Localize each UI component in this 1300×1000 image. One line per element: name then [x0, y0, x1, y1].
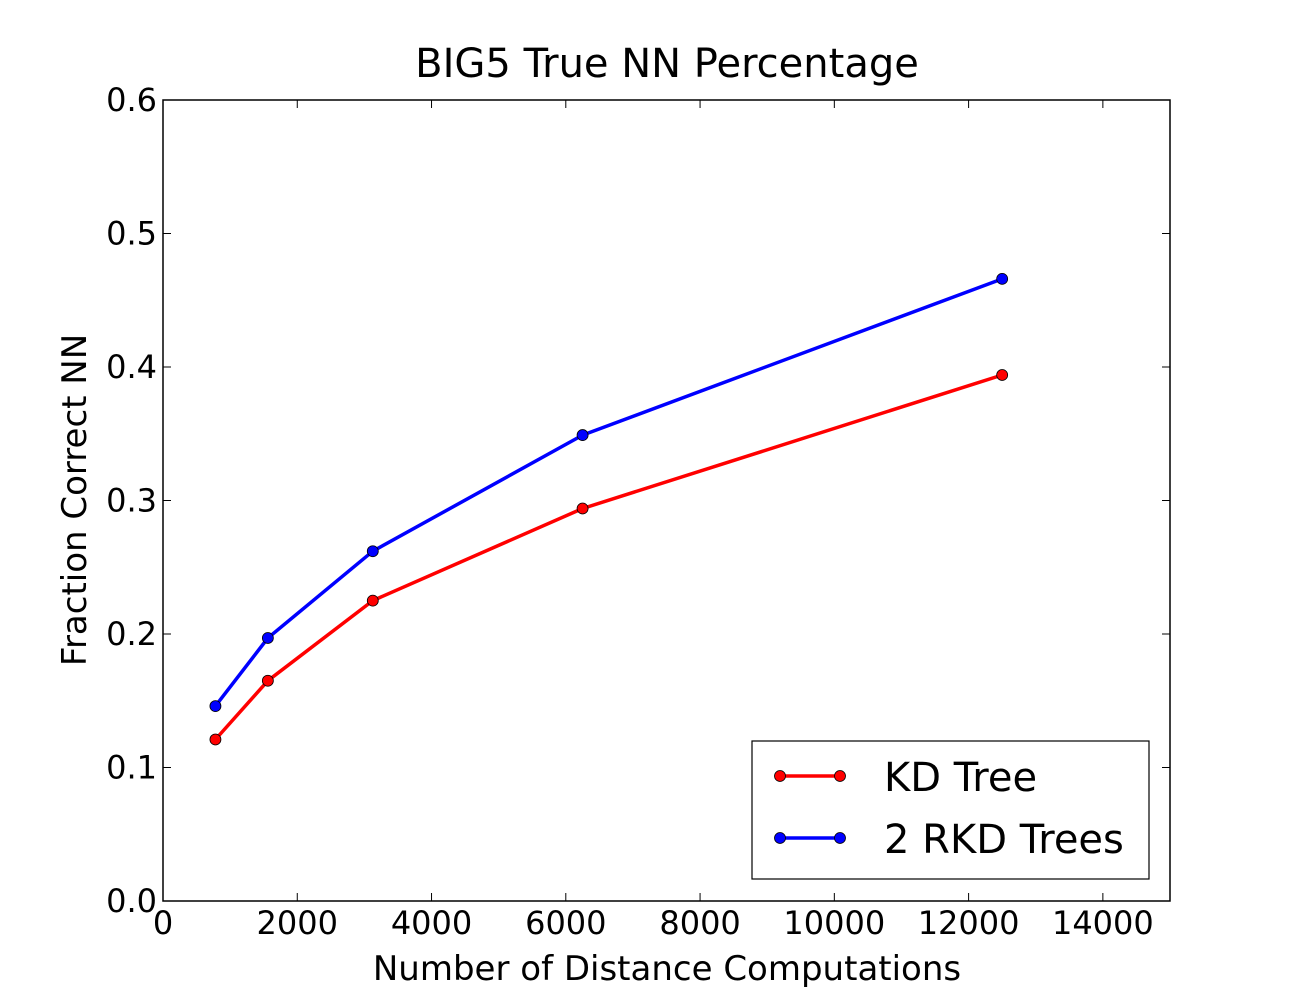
data-point	[262, 675, 273, 686]
x-tick-label: 4000	[391, 904, 472, 942]
data-point	[367, 595, 378, 606]
data-point	[997, 273, 1008, 284]
y-tick-label: 0.1	[106, 749, 157, 787]
y-tick-label: 0.5	[106, 215, 157, 253]
data-point	[577, 430, 588, 441]
y-tick-label: 0.2	[106, 615, 157, 653]
y-tick-label: 0.6	[106, 81, 157, 119]
chart-title: BIG5 True NN Percentage	[415, 41, 919, 87]
x-tick-label: 6000	[525, 904, 606, 942]
data-point	[997, 370, 1008, 381]
x-tick-label: 10000	[783, 904, 885, 942]
x-tick-label: 12000	[918, 904, 1020, 942]
y-tick-label: 0.3	[106, 482, 157, 520]
x-tick-label: 8000	[659, 904, 740, 942]
data-point	[367, 546, 378, 557]
x-tick-label: 14000	[1052, 904, 1154, 942]
legend-marker	[775, 771, 786, 782]
y-tick-label: 0.0	[106, 882, 157, 920]
data-point	[262, 633, 273, 644]
legend: KD Tree 2 RKD Trees	[752, 741, 1149, 879]
data-point	[210, 734, 221, 745]
legend-marker	[775, 833, 786, 844]
legend-label: 2 RKD Trees	[884, 817, 1124, 863]
legend-marker	[835, 771, 846, 782]
x-axis-label: Number of Distance Computations	[373, 949, 961, 989]
y-tick-label: 0.4	[106, 348, 157, 386]
legend-marker	[835, 833, 846, 844]
data-point	[577, 503, 588, 514]
data-point	[210, 701, 221, 712]
legend-label: KD Tree	[884, 755, 1037, 801]
y-axis-label: Fraction Correct NN	[55, 334, 95, 666]
x-tick-label: 2000	[257, 904, 338, 942]
